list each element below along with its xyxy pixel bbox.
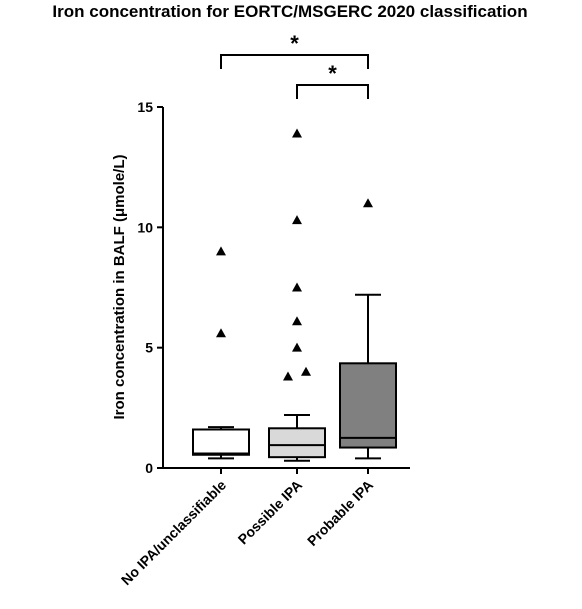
- chart-title: Iron concentration for EORTC/MSGERC 2020…: [52, 2, 527, 21]
- outlier-point: [292, 282, 302, 292]
- y-tick-label: 15: [137, 99, 153, 115]
- axes: 0 5 10 15 No IPA/unclassifiable Possible IPAP…: [118, 99, 410, 588]
- outlier-point: [216, 328, 226, 338]
- box-group: [268, 128, 326, 462]
- significance-star: *: [290, 31, 299, 56]
- x-tick-label: Probable IPA: [304, 477, 376, 549]
- outlier-point: [292, 342, 302, 352]
- box-group: [339, 198, 397, 460]
- significance-brackets: **: [220, 31, 369, 99]
- outlier-point: [363, 198, 373, 208]
- box: [192, 428, 250, 456]
- outlier-point: [292, 316, 302, 326]
- box: [339, 362, 397, 449]
- boxes: [192, 128, 397, 462]
- y-tick-label: 10: [137, 219, 153, 235]
- y-tick-label: 5: [145, 340, 153, 356]
- significance-bracket: [296, 84, 369, 99]
- box-group: [192, 246, 250, 460]
- y-tick-label: 0: [145, 460, 153, 476]
- outlier-point: [301, 366, 311, 376]
- outlier-point: [216, 246, 226, 256]
- outlier-point: [292, 215, 302, 225]
- significance-star: *: [328, 61, 337, 86]
- y-axis-label: Iron concentration in BALF (μmole/L): [111, 154, 128, 419]
- significance-bracket: [220, 54, 369, 69]
- box: [268, 427, 326, 459]
- x-tick-label: Possible IPA: [235, 477, 306, 548]
- outlier-point: [292, 128, 302, 138]
- outlier-point: [283, 371, 293, 381]
- x-tick-label: No IPA/unclassifiable: [118, 477, 229, 588]
